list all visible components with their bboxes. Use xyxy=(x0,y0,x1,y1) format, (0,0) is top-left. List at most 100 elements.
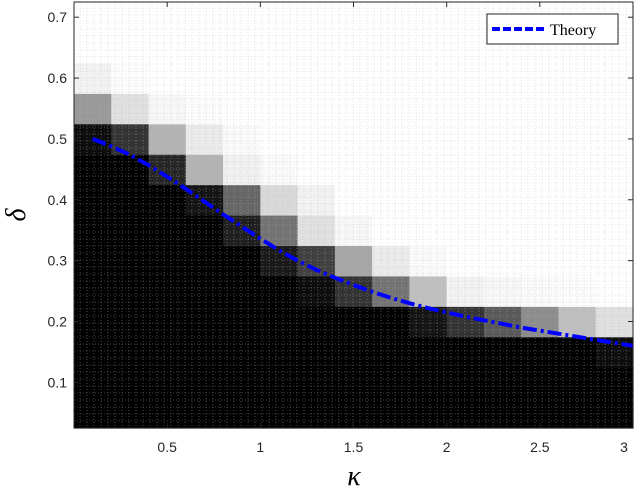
heatmap-cell xyxy=(409,245,448,277)
heatmap-cell xyxy=(446,215,485,247)
heatmap-cell xyxy=(558,306,597,338)
heatmap-cell xyxy=(446,336,485,368)
heatmap-cell xyxy=(521,336,560,368)
heatmap-cell xyxy=(372,93,410,125)
heatmap-cell xyxy=(111,215,150,247)
y-tick-label: 0.6 xyxy=(48,70,68,86)
heatmap-cell xyxy=(111,62,150,94)
heatmap-cell xyxy=(483,367,522,399)
heatmap-cell xyxy=(446,397,485,429)
y-tick-label: 0.1 xyxy=(48,374,68,390)
heatmap-cell xyxy=(521,215,560,247)
heatmap-cell xyxy=(185,154,224,186)
heatmap-cell xyxy=(74,306,112,338)
legend-label-theory: Theory xyxy=(550,22,596,39)
heatmap-cell xyxy=(595,215,634,247)
heatmap-cell xyxy=(409,2,448,34)
heatmap-cell xyxy=(334,93,373,125)
heatmap-cell xyxy=(111,245,150,277)
heatmap-cell xyxy=(521,184,560,216)
heatmap-cell xyxy=(185,245,224,277)
heatmap-cell xyxy=(260,2,299,34)
heatmap-cell xyxy=(111,2,150,34)
heatmap-cell xyxy=(558,93,597,125)
heatmap-cell xyxy=(334,62,373,94)
heatmap-cell xyxy=(595,306,634,338)
heatmap-cell xyxy=(595,245,634,277)
heatmap-cell xyxy=(223,245,261,277)
heatmap-cell xyxy=(334,2,373,34)
heatmap-cell xyxy=(260,32,299,64)
heatmap-cell xyxy=(260,154,299,186)
heatmap-cell xyxy=(483,154,522,186)
heatmap-cell xyxy=(148,123,187,155)
y-tick-label: 0.2 xyxy=(48,314,68,330)
heatmap-cell xyxy=(185,62,224,94)
heatmap-cell xyxy=(372,2,410,34)
heatmap-cell xyxy=(74,336,112,368)
heatmap-cell xyxy=(223,336,261,368)
heatmap-cell xyxy=(372,215,410,247)
theory-curve-layer xyxy=(91,137,634,348)
heatmap-cell xyxy=(446,123,485,155)
heatmap-cell xyxy=(558,245,597,277)
heatmap-cell xyxy=(74,2,112,34)
heatmap-cell xyxy=(521,62,560,94)
heatmap-cell xyxy=(558,336,597,368)
y-tick-label: 0.5 xyxy=(48,131,68,147)
heatmap-cell xyxy=(558,123,597,155)
heatmap-cell xyxy=(74,397,112,429)
heatmap-cell xyxy=(409,306,448,338)
heatmap-cell xyxy=(223,123,261,155)
heatmap-cell xyxy=(334,245,373,277)
heatmap-cell xyxy=(223,154,261,186)
heatmap-cell xyxy=(297,62,336,94)
heatmap-cell xyxy=(223,2,261,34)
heatmap-cell xyxy=(185,215,224,247)
heatmap-cell xyxy=(483,336,522,368)
heatmap-cell xyxy=(223,32,261,64)
plot-area xyxy=(73,1,634,429)
heatmap-cell xyxy=(297,93,336,125)
heatmap-cell xyxy=(372,367,410,399)
heatmap-cell xyxy=(74,215,112,247)
heatmap-cell xyxy=(446,93,485,125)
y-axis-label: δ xyxy=(1,208,32,222)
heatmap-cell xyxy=(558,215,597,247)
heatmap-cell xyxy=(111,32,150,64)
heatmap-cell xyxy=(446,154,485,186)
heatmap-cell xyxy=(483,93,522,125)
heatmap-cell xyxy=(372,184,410,216)
heatmap-cell xyxy=(74,62,112,94)
y-axis-ticks: 0.1 0.2 0.3 0.4 0.5 0.6 0.7 xyxy=(48,9,633,390)
heatmap-cell xyxy=(558,154,597,186)
heatmap-cell xyxy=(409,123,448,155)
heatmap-cell xyxy=(446,32,485,64)
heatmap-cell xyxy=(372,397,410,429)
x-tick-label: 3 xyxy=(620,439,628,455)
heatmap-cell xyxy=(521,275,560,307)
heatmap-cell xyxy=(409,397,448,429)
heatmap-cell xyxy=(521,367,560,399)
heatmap-cell xyxy=(334,32,373,64)
heatmap-cell xyxy=(297,32,336,64)
heatmap-cell xyxy=(409,154,448,186)
heatmap-cell xyxy=(297,123,336,155)
heatmap-cell xyxy=(409,32,448,64)
heatmap-cell xyxy=(521,154,560,186)
heatmap-cell xyxy=(483,306,522,338)
x-axis-ticks: 0.5 1 1.5 2 2.5 3 xyxy=(157,2,634,455)
heatmap-cell xyxy=(595,93,634,125)
heatmap-cell xyxy=(148,2,187,34)
legend: Theory xyxy=(486,13,619,45)
heatmap-cell xyxy=(185,123,224,155)
heatmap-cell xyxy=(74,154,112,186)
heatmap-cell xyxy=(483,184,522,216)
heatmap xyxy=(74,2,634,429)
heatmap-cell xyxy=(111,306,150,338)
heatmap-cell xyxy=(372,306,410,338)
heatmap-cell xyxy=(223,306,261,338)
grid xyxy=(74,2,633,428)
heatmap-cell xyxy=(372,245,410,277)
